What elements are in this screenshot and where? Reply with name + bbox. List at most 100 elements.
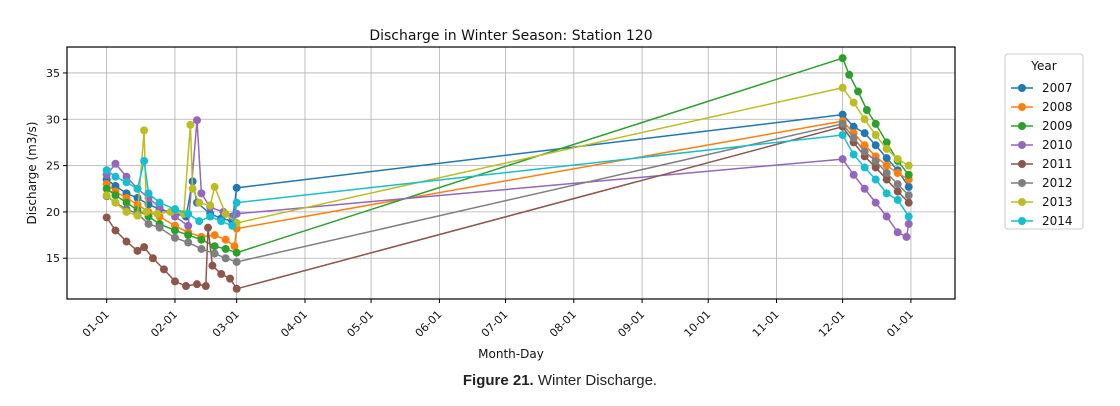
- data-point-2014: [893, 195, 902, 204]
- data-point-2013: [210, 182, 219, 191]
- data-point-2012: [197, 244, 206, 253]
- data-point-2012: [838, 119, 847, 128]
- data-point-2007: [849, 122, 858, 131]
- data-point-2008: [860, 141, 869, 150]
- data-point-2014: [232, 198, 241, 207]
- legend-label-2013: 2013: [1042, 195, 1073, 209]
- legend-label-2009: 2009: [1042, 119, 1073, 133]
- legend-label-2010: 2010: [1042, 138, 1073, 152]
- data-point-2008: [221, 235, 230, 244]
- data-point-2011: [893, 187, 902, 196]
- x-tick-label: 01-01: [80, 308, 112, 340]
- x-tick-label: 10-01: [682, 308, 714, 340]
- data-point-2012: [170, 233, 179, 242]
- data-point-2014: [144, 189, 153, 198]
- legend-marker-2007: [1018, 84, 1026, 92]
- data-point-2009: [882, 138, 891, 147]
- data-point-2010: [838, 155, 847, 164]
- legend-marker-2010: [1018, 141, 1026, 149]
- data-point-2011: [226, 274, 235, 283]
- data-point-2013: [122, 207, 131, 216]
- legend-marker-2012: [1018, 179, 1026, 187]
- legend-label-2012: 2012: [1042, 176, 1073, 190]
- data-point-2014: [860, 163, 869, 172]
- data-point-2011: [204, 223, 213, 232]
- x-tick-label: 07-01: [479, 308, 511, 340]
- x-tick-label: 03-01: [210, 308, 242, 340]
- series-line-2008: [106, 120, 910, 248]
- data-point-2013: [860, 115, 869, 124]
- legend-marker-2014: [1018, 217, 1026, 225]
- data-point-2014: [155, 198, 164, 207]
- data-point-2012: [232, 257, 241, 266]
- data-point-2014: [184, 209, 193, 218]
- x-axis-label: Month-Day: [478, 347, 544, 361]
- data-point-2010: [197, 189, 206, 198]
- plot-frame: [66, 46, 956, 300]
- data-point-2013: [838, 83, 847, 92]
- figure-caption: Figure 21. Winter Discharge.: [0, 372, 1120, 389]
- data-point-2013: [882, 144, 891, 153]
- x-tick-label: 11-01: [750, 308, 782, 340]
- series-2011: [102, 122, 913, 293]
- data-point-2010: [904, 219, 913, 228]
- data-point-2009: [871, 119, 880, 128]
- data-point-2013: [221, 209, 230, 218]
- data-point-2013: [186, 120, 195, 129]
- legend-label-2014: 2014: [1042, 214, 1073, 228]
- x-tick-label: 02-01: [148, 308, 180, 340]
- data-point-2014: [217, 217, 226, 226]
- data-point-2014: [882, 189, 891, 198]
- data-point-2014: [170, 205, 179, 214]
- data-point-2013: [153, 209, 162, 218]
- y-axis-label: Discharge (m3/s): [25, 122, 39, 225]
- data-point-2011: [193, 280, 202, 289]
- data-point-2011: [871, 163, 880, 172]
- data-point-2011: [904, 198, 913, 207]
- legend-marker-2011: [1018, 160, 1026, 168]
- data-point-2014: [228, 221, 237, 230]
- data-point-2009: [232, 248, 241, 257]
- data-point-2009: [102, 184, 111, 193]
- data-point-2012: [849, 133, 858, 142]
- legend-label-2007: 2007: [1042, 81, 1073, 95]
- data-point-2011: [102, 213, 111, 222]
- y-tick-label: 30: [46, 113, 60, 126]
- x-tick-label: 01-01: [884, 308, 916, 340]
- data-point-2013: [206, 201, 215, 210]
- data-point-2008: [133, 200, 142, 209]
- data-point-2012: [893, 180, 902, 189]
- data-point-2009: [845, 70, 854, 79]
- data-point-2013: [188, 184, 197, 193]
- y-tick-label: 35: [46, 67, 60, 80]
- series-line-2011: [106, 125, 910, 290]
- data-point-2010: [902, 232, 911, 241]
- x-tick-label: 04-01: [278, 308, 310, 340]
- data-point-2013: [904, 161, 913, 170]
- data-point-2011: [170, 277, 179, 286]
- y-tick-label: 15: [46, 252, 60, 265]
- data-point-2010: [893, 228, 902, 237]
- data-point-2014: [195, 217, 204, 226]
- legend-title: Year: [1030, 59, 1056, 73]
- data-point-2014: [133, 184, 142, 193]
- data-point-2012: [144, 219, 153, 228]
- data-point-2012: [221, 254, 230, 263]
- data-point-2011: [181, 282, 190, 291]
- data-point-2009: [184, 231, 193, 240]
- data-point-2009: [210, 242, 219, 251]
- data-point-2009: [904, 170, 913, 179]
- data-point-2013: [195, 198, 204, 207]
- data-point-2007: [860, 129, 869, 138]
- data-point-2009: [111, 191, 120, 200]
- data-point-2007: [111, 181, 120, 190]
- data-point-2012: [871, 156, 880, 165]
- data-point-2012: [882, 169, 891, 177]
- data-point-2014: [904, 212, 913, 221]
- data-point-2013: [871, 131, 880, 140]
- series-2008: [102, 117, 913, 251]
- series-2014: [102, 131, 913, 230]
- discharge-chart: Discharge in Winter Season: Station 120 …: [25, 28, 1084, 361]
- data-point-2012: [184, 238, 193, 247]
- data-point-2014: [111, 172, 120, 181]
